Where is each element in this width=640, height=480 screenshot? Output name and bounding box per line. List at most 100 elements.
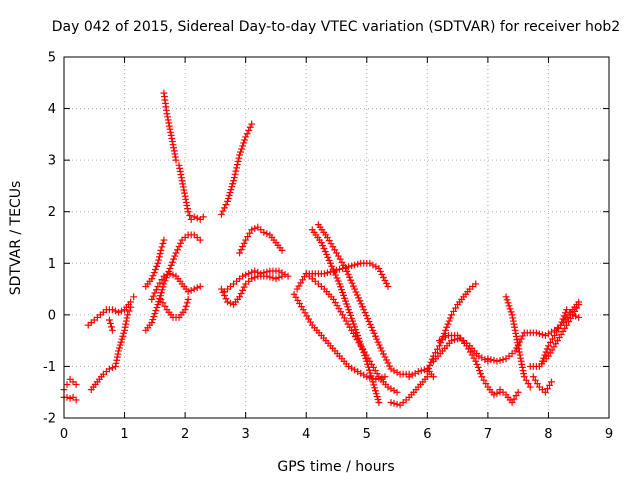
data-point	[553, 328, 560, 336]
data-point	[390, 399, 398, 407]
data-point	[417, 367, 425, 375]
data-point	[120, 329, 128, 337]
data-point	[569, 311, 577, 319]
data-point	[278, 269, 286, 277]
data-point	[373, 335, 381, 343]
data-point	[361, 309, 369, 317]
data-point	[365, 318, 373, 325]
data-point	[442, 326, 449, 334]
data-point	[446, 314, 454, 322]
axis-ticks: 0 1 2 3 4 5 6 7 8 9 -2 -1 0 1 2 3 4 5	[43, 51, 613, 443]
data-point	[171, 150, 179, 158]
data-point	[323, 251, 330, 258]
data-point	[572, 312, 580, 320]
data-point	[166, 125, 174, 133]
data-point	[367, 372, 375, 380]
data-point	[545, 342, 552, 350]
data-point	[502, 293, 510, 301]
data-point	[472, 280, 480, 288]
data-point	[334, 277, 342, 285]
x-tick-label: 3	[242, 427, 250, 442]
data-point	[117, 338, 125, 346]
data-point	[354, 368, 362, 375]
data-point	[218, 210, 225, 218]
data-point	[520, 370, 528, 378]
data-point	[115, 347, 122, 355]
data-point	[381, 373, 389, 381]
data-point	[348, 262, 356, 270]
grid	[64, 57, 609, 418]
data-point	[531, 376, 539, 384]
data-point	[545, 330, 552, 338]
data-point	[514, 388, 522, 396]
data-point	[324, 269, 331, 277]
data-point	[517, 357, 525, 365]
data-point	[272, 275, 280, 283]
data-point	[541, 351, 549, 359]
data-point	[383, 280, 390, 287]
data-point	[538, 357, 546, 365]
data-point	[476, 367, 483, 374]
data-point	[109, 364, 116, 372]
data-point	[512, 330, 520, 337]
data-point	[474, 364, 482, 371]
data-point	[351, 261, 359, 269]
data-point	[450, 308, 457, 315]
data-point	[148, 295, 156, 303]
data-point	[320, 270, 328, 277]
data-point	[473, 360, 481, 368]
data-point	[567, 314, 575, 322]
data-point	[182, 195, 190, 203]
data-point	[524, 380, 532, 388]
data-point	[170, 255, 178, 263]
data-point	[557, 321, 564, 329]
data-point	[440, 330, 448, 337]
data-point	[351, 366, 359, 374]
data-point	[555, 325, 562, 333]
data-point	[239, 142, 247, 150]
data-point	[374, 338, 382, 346]
data-point	[369, 326, 377, 334]
data-point	[542, 348, 550, 356]
data-point	[245, 270, 253, 277]
data-point	[165, 122, 173, 130]
data-point	[512, 392, 520, 400]
data-point	[127, 303, 135, 311]
data-point	[251, 274, 259, 281]
data-point	[219, 207, 227, 215]
data-point	[336, 265, 343, 273]
data-point	[242, 271, 250, 279]
data-point	[168, 138, 176, 145]
data-point	[155, 253, 163, 261]
data-point	[517, 354, 524, 362]
data-point	[114, 350, 122, 358]
data-point	[362, 312, 370, 319]
data-point	[239, 272, 247, 280]
data-point	[333, 274, 341, 282]
data-point	[122, 317, 130, 325]
data-point	[161, 302, 169, 310]
data-point	[522, 376, 530, 384]
data-point	[196, 236, 204, 244]
data-point	[115, 344, 123, 352]
data-point	[493, 357, 501, 365]
data-point	[155, 256, 163, 264]
data-point	[233, 164, 240, 172]
data-point	[179, 183, 187, 191]
data-point	[347, 276, 355, 284]
data-point	[196, 283, 204, 290]
data-point	[153, 262, 161, 270]
data-point	[168, 135, 176, 142]
data-point	[327, 259, 334, 267]
data-point	[328, 262, 336, 270]
data-point	[154, 259, 162, 267]
data-point	[106, 365, 113, 373]
data-point	[171, 252, 179, 260]
data-point	[377, 344, 385, 352]
data-point	[434, 345, 441, 353]
data-point	[184, 295, 192, 303]
data-point	[242, 133, 250, 141]
data-point	[504, 299, 512, 307]
data-point	[158, 243, 166, 251]
data-point	[477, 370, 485, 378]
